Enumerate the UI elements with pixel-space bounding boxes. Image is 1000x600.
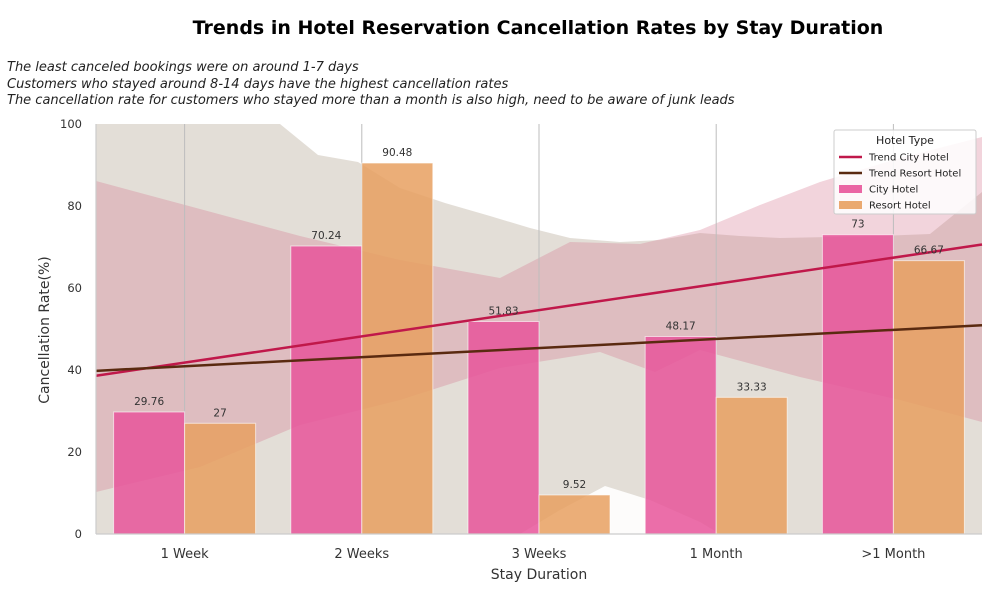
x-tick-label: 1 Week [161, 547, 209, 562]
annotation-line: The least canceled bookings were on arou… [7, 60, 359, 75]
y-tick-label: 0 [75, 527, 82, 541]
bar-city-hotel [467, 320, 540, 535]
bar-city-hotel [113, 411, 186, 535]
data-label: 27 [213, 407, 226, 419]
annotation-line: The cancellation rate for customers who … [7, 93, 735, 108]
legend-entry: Trend Resort Hotel [868, 169, 961, 180]
bar-resort-hotel [538, 494, 611, 535]
legend-box [833, 129, 977, 215]
bar-city-hotel [644, 336, 717, 535]
y-tick-label: 60 [67, 281, 82, 295]
annotation-line: Customers who stayed around 8-14 days ha… [7, 77, 508, 92]
axes [95, 124, 982, 535]
y-tick-label: 20 [67, 445, 82, 459]
data-label: 9.52 [563, 479, 586, 491]
chart-title: Trends in Hotel Reservation Cancellation… [193, 17, 884, 39]
bar-resort-hotel [715, 396, 788, 535]
legend-swatch [839, 185, 862, 193]
y-tick-label: 100 [60, 117, 82, 131]
bar-resort-hotel [184, 422, 257, 535]
data-label: 66.67 [914, 245, 944, 257]
tick-labels: 0 20 40 60 80 100 1 Week 2 Weeks 3 Weeks 1 Month >… [60, 117, 925, 562]
trend-line-trend-resort-hotel [95, 324, 983, 373]
legend-entry: Resort Hotel [869, 201, 931, 212]
data-label: 48.17 [666, 321, 696, 333]
legend-swatch [839, 201, 862, 209]
x-tick-label: 2 Weeks [334, 547, 389, 562]
x-axis-label: Stay Duration [491, 567, 588, 583]
x-tick-label: >1 Month [861, 547, 925, 562]
trend-line-trend-city-hotel [95, 243, 983, 377]
bar-city-hotel [821, 234, 894, 535]
bar-city-hotel [290, 245, 363, 535]
y-tick-label: 40 [67, 363, 82, 377]
bar-resort-hotel [361, 162, 434, 535]
data-label: 33.33 [737, 381, 767, 393]
x-tick-label: 3 Weeks [512, 547, 567, 562]
y-tick-label: 80 [67, 199, 82, 213]
x-tick-label: 1 Month [690, 547, 743, 562]
annotation-notes: The least canceled bookings were on arou… [7, 60, 735, 108]
data-label: 90.48 [382, 147, 412, 159]
legend-title: Hotel Type [876, 134, 934, 147]
y-axis-label: Cancellation Rate(%) [37, 256, 53, 404]
data-label: 70.24 [311, 230, 341, 242]
data-labels: 29.76 70.24 51.83 48.17 73 27 90.48 9.52 33.33 66… [134, 147, 944, 491]
data-label: 29.76 [134, 396, 164, 408]
legend: Hotel Type Trend City Hotel Trend Resort H… [833, 129, 977, 215]
bar-resort-hotel [892, 260, 965, 535]
legend-entry: City Hotel [869, 185, 918, 196]
trend-lines [95, 243, 983, 377]
data-label: 73 [851, 219, 864, 231]
data-label: 51.83 [488, 305, 518, 317]
legend-entry: Trend City Hotel [868, 153, 949, 164]
bars [113, 162, 965, 535]
